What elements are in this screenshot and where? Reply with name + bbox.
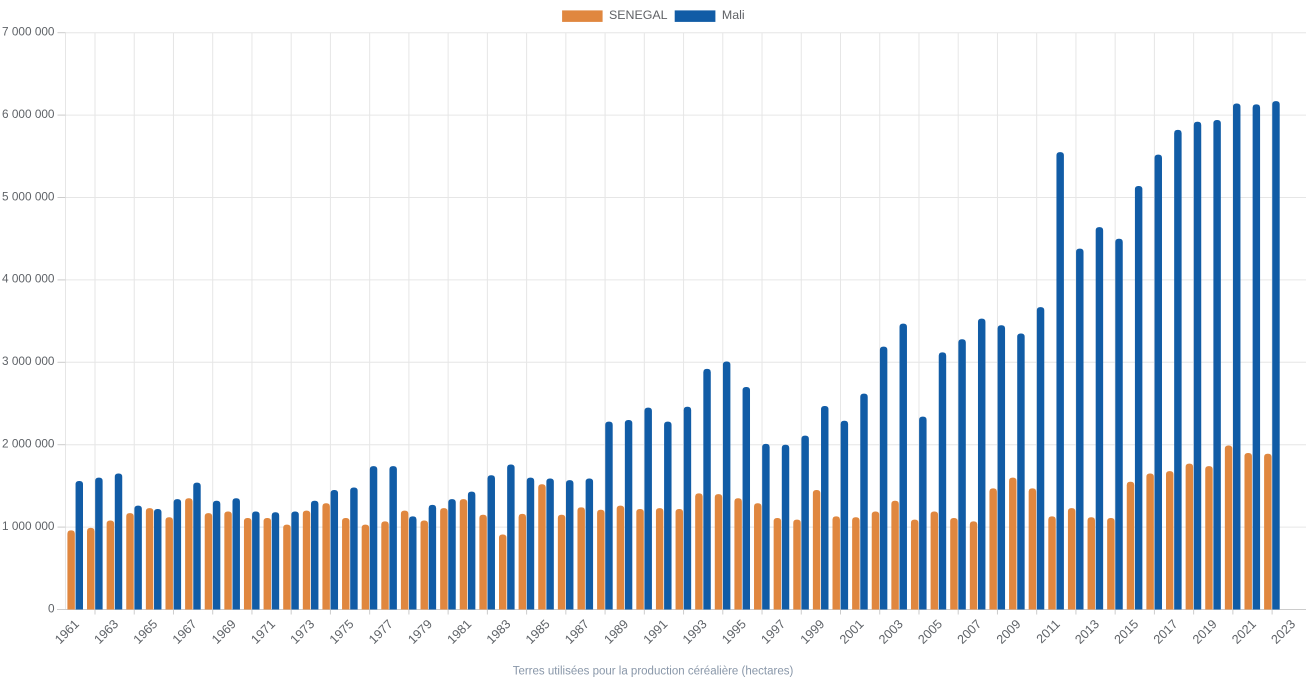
svg-text:1 000 000: 1 000 000 (2, 519, 55, 533)
svg-text:Mali: Mali (722, 8, 745, 22)
svg-text:1979: 1979 (405, 617, 435, 647)
svg-text:1991: 1991 (641, 617, 671, 647)
svg-text:1969: 1969 (209, 617, 239, 647)
svg-text:1975: 1975 (327, 617, 357, 647)
svg-text:Terres utilisées pour la produ: Terres utilisées pour la production céré… (513, 666, 794, 678)
svg-text:1973: 1973 (288, 617, 318, 647)
svg-text:2003: 2003 (876, 617, 906, 647)
svg-text:3 000 000: 3 000 000 (2, 354, 55, 368)
svg-text:2017: 2017 (1151, 617, 1181, 647)
svg-text:5 000 000: 5 000 000 (2, 189, 55, 203)
svg-text:2007: 2007 (955, 617, 985, 647)
svg-text:1981: 1981 (445, 617, 475, 647)
svg-text:2009: 2009 (994, 617, 1024, 647)
svg-text:0: 0 (48, 601, 55, 615)
svg-text:1961: 1961 (52, 617, 82, 647)
svg-text:1993: 1993 (680, 617, 710, 647)
svg-text:2005: 2005 (915, 617, 945, 647)
svg-text:1995: 1995 (719, 617, 749, 647)
svg-text:1997: 1997 (758, 617, 788, 647)
svg-text:1977: 1977 (366, 617, 396, 647)
svg-text:2001: 2001 (837, 617, 867, 647)
svg-text:1967: 1967 (170, 617, 200, 647)
svg-text:1999: 1999 (798, 617, 828, 647)
svg-text:1987: 1987 (562, 617, 592, 647)
svg-text:7 000 000: 7 000 000 (2, 25, 55, 39)
svg-text:1971: 1971 (248, 617, 278, 647)
svg-text:2011: 2011 (1034, 617, 1063, 646)
svg-text:2 000 000: 2 000 000 (2, 437, 55, 451)
svg-text:6 000 000: 6 000 000 (2, 107, 55, 121)
svg-text:1983: 1983 (484, 617, 514, 647)
svg-text:1963: 1963 (91, 617, 121, 647)
svg-text:4 000 000: 4 000 000 (2, 272, 55, 286)
svg-text:1989: 1989 (602, 617, 632, 647)
svg-text:2023: 2023 (1269, 617, 1299, 647)
svg-text:2013: 2013 (1072, 617, 1102, 647)
svg-text:2015: 2015 (1112, 617, 1142, 647)
svg-text:1985: 1985 (523, 617, 553, 647)
svg-text:2021: 2021 (1229, 617, 1259, 647)
svg-text:2019: 2019 (1190, 617, 1220, 647)
svg-text:1965: 1965 (131, 617, 161, 647)
svg-text:SENEGAL: SENEGAL (609, 8, 668, 22)
